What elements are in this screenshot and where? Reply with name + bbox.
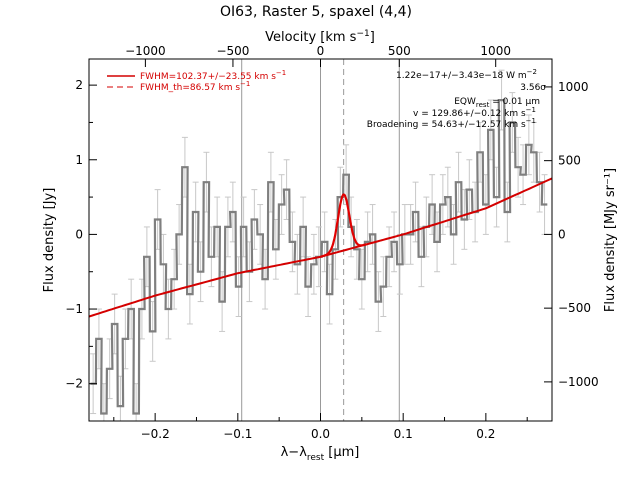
- x-axis-label-unit: [μm]: [324, 445, 359, 460]
- right-tick-label: 1000: [558, 80, 589, 94]
- x-axis-label: λ−λrest [μm]: [281, 445, 360, 463]
- top-axis-label-main: Velocity [km s: [265, 30, 357, 45]
- x-tick-label: −0.1: [223, 427, 252, 441]
- y-tick-label: 2: [75, 78, 83, 92]
- annotation-line-flux: 1.22e−17+/−3.43e−18 W m−2: [396, 68, 537, 81]
- y-axis-label-right: Flux density [MJy sr⁻¹]: [603, 168, 618, 312]
- plot-clipped: [89, 59, 552, 421]
- annotation-broadening: Broadening = 54.63+/−12.57 km s−1: [367, 117, 536, 130]
- top-tick-label: 1000: [480, 44, 511, 58]
- top-tick-label: −500: [216, 44, 249, 58]
- annotation-significance: 3.56σ: [520, 83, 546, 93]
- plot-area: −0.2 −0.1 0.0 0.1 0.2 −1000 −500 0 500 1000 −2 −1 0 1…: [65, 44, 598, 441]
- right-tick-label: 0: [558, 227, 566, 241]
- top-tick-label: 0: [317, 44, 325, 58]
- x-axis-label-main: λ−λ: [281, 445, 308, 460]
- top-tick-label: −1000: [125, 44, 166, 58]
- y-tick-label: 0: [75, 227, 83, 241]
- right-tick-label: −1000: [558, 375, 599, 389]
- annotation-eqw: EQWrest = 0.01 μm: [454, 97, 540, 109]
- top-axis-label-end: ]: [370, 30, 375, 45]
- y-tick-label: −1: [65, 302, 83, 316]
- y-axis-label-left: Flux density [Jy]: [42, 188, 57, 293]
- right-tick-label: −500: [558, 301, 591, 315]
- annotation-velocity: v = 129.86+/−0.12 km s−1: [413, 106, 536, 119]
- axis-ticks: −0.2 −0.1 0.0 0.1 0.2 −1000 −500 0 500 1000 −2 −1 0 1…: [65, 44, 598, 441]
- y-tick-label: −2: [65, 377, 83, 391]
- plot-frame: [88, 58, 553, 422]
- y-tick-label: 1: [75, 153, 83, 167]
- top-axis-label-sup: −1: [356, 29, 369, 39]
- legend: FWHM=102.37+/−23.55 km s−1 FWHM_th=86.57…: [107, 69, 286, 93]
- x-tick-label: −0.2: [141, 427, 170, 441]
- legend-label-fwhm-th: FWHM_th=86.57 km s−1: [140, 80, 250, 93]
- x-axis-label-sub: rest: [307, 453, 325, 463]
- top-tick-label: 500: [388, 44, 411, 58]
- x-tick-label: 0.0: [311, 427, 330, 441]
- x-tick-label: 0.2: [476, 427, 495, 441]
- fit-annotations: 1.22e−17+/−3.43e−18 W m−2 3.56σ EQWrest …: [367, 68, 546, 130]
- right-tick-label: 500: [558, 154, 581, 168]
- legend-label-fwhm: FWHM=102.37+/−23.55 km s−1: [140, 69, 286, 82]
- top-axis-label: Velocity [km s−1]: [265, 29, 375, 45]
- x-tick-label: 0.1: [394, 427, 413, 441]
- chart-title: OI63, Raster 5, spaxel (4,4): [220, 4, 412, 20]
- gaussian-fit-line: [320, 193, 368, 258]
